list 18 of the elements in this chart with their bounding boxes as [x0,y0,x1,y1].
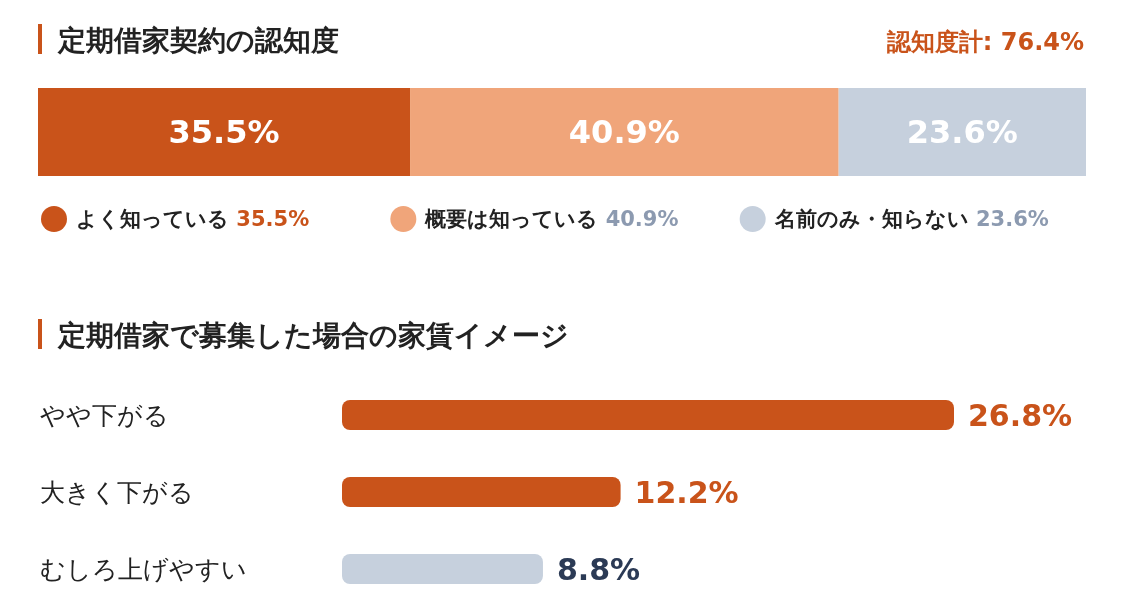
y-tick-label: むしろ上げやすい [40,555,247,584]
text: 40.9% [605,207,679,231]
data-label: 23.6% [906,113,1018,151]
text: 認知度計: 76.4% [885,28,1084,56]
legend-label: 概要は知っている [424,207,606,231]
data-label: 12.2% [634,475,739,510]
chart-title: 定期借家契約の認知度 [57,24,339,57]
data-label: 8.8% [556,552,641,587]
y-tick-label: 大きく下がる [40,478,194,507]
data-label: 40.9% [568,113,680,151]
data-label: 35.5% [168,113,280,151]
data-label: 26.8% [968,398,1073,433]
y-tick-label: やや下がる [40,401,169,430]
chart-title: 定期借家で募集した場合の家賃イメージ [57,319,569,352]
text: 35.5% [236,207,310,231]
legend-label: よく知っている [76,207,237,231]
text: 23.6% [975,207,1049,231]
legend-label: 名前のみ・知らない [773,207,976,231]
